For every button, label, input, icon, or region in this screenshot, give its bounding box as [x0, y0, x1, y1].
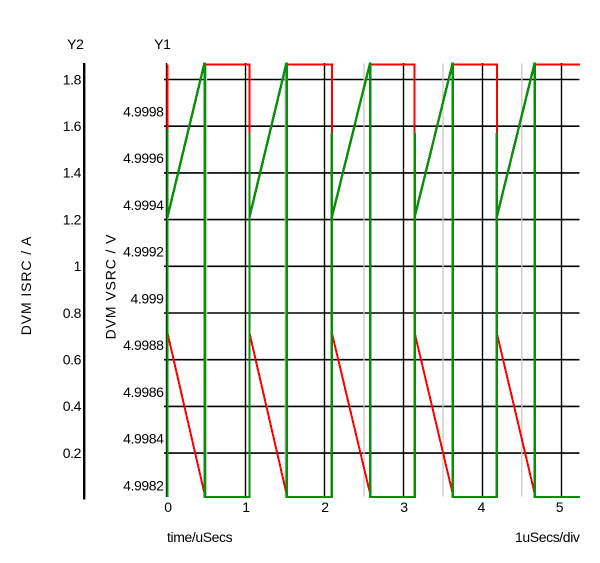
svg-text:0: 0 [164, 499, 172, 515]
svg-text:0.2: 0.2 [63, 445, 82, 461]
svg-text:2: 2 [321, 499, 329, 515]
svg-text:1.4: 1.4 [63, 165, 82, 181]
svg-text:3: 3 [400, 499, 408, 515]
svg-text:4.9998: 4.9998 [123, 103, 164, 119]
svg-text:4: 4 [478, 499, 486, 515]
svg-text:1.2: 1.2 [63, 211, 82, 227]
svg-text:1uSecs/div: 1uSecs/div [515, 529, 580, 545]
svg-text:4.9984: 4.9984 [123, 431, 164, 447]
svg-text:0.4: 0.4 [63, 398, 82, 414]
svg-text:4.9994: 4.9994 [123, 197, 164, 213]
svg-text:1: 1 [74, 258, 82, 274]
svg-text:DVM ISRC / A: DVM ISRC / A [18, 236, 34, 335]
svg-text:time/uSecs: time/uSecs [167, 529, 233, 545]
svg-text:4.9992: 4.9992 [123, 244, 164, 260]
svg-text:0.8: 0.8 [63, 305, 82, 321]
svg-text:5: 5 [556, 499, 564, 515]
svg-text:Y2: Y2 [67, 36, 84, 52]
svg-text:4.999: 4.999 [130, 290, 164, 306]
svg-text:0.6: 0.6 [63, 352, 82, 368]
svg-text:4.9982: 4.9982 [123, 477, 164, 493]
svg-text:Y1: Y1 [154, 36, 171, 52]
svg-text:1.6: 1.6 [63, 118, 82, 134]
svg-text:1.8: 1.8 [63, 71, 82, 87]
svg-text:DVM VSRC / V: DVM VSRC / V [103, 234, 119, 340]
svg-text:4.9986: 4.9986 [123, 384, 164, 400]
svg-text:4.9988: 4.9988 [123, 337, 164, 353]
svg-text:1: 1 [242, 499, 250, 515]
svg-text:4.9996: 4.9996 [123, 150, 164, 166]
